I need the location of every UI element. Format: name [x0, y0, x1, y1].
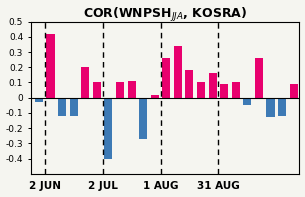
Bar: [232, 83, 240, 98]
Bar: [267, 98, 274, 117]
Bar: [104, 98, 113, 159]
Bar: [174, 46, 182, 98]
Bar: [209, 73, 217, 98]
Bar: [197, 83, 205, 98]
Bar: [278, 98, 286, 116]
Bar: [255, 58, 263, 98]
Bar: [93, 83, 101, 98]
Bar: [81, 67, 89, 98]
Bar: [151, 95, 159, 98]
Bar: [35, 98, 43, 102]
Bar: [70, 98, 78, 116]
Bar: [243, 98, 251, 105]
Bar: [139, 98, 147, 139]
Bar: [220, 84, 228, 98]
Bar: [162, 58, 170, 98]
Bar: [185, 70, 193, 98]
Bar: [290, 84, 298, 98]
Title: COR(WNPSH$_{JJA}$, KOSRA): COR(WNPSH$_{JJA}$, KOSRA): [83, 6, 247, 24]
Bar: [127, 81, 136, 98]
Bar: [46, 34, 55, 98]
Bar: [116, 83, 124, 98]
Bar: [58, 98, 66, 116]
